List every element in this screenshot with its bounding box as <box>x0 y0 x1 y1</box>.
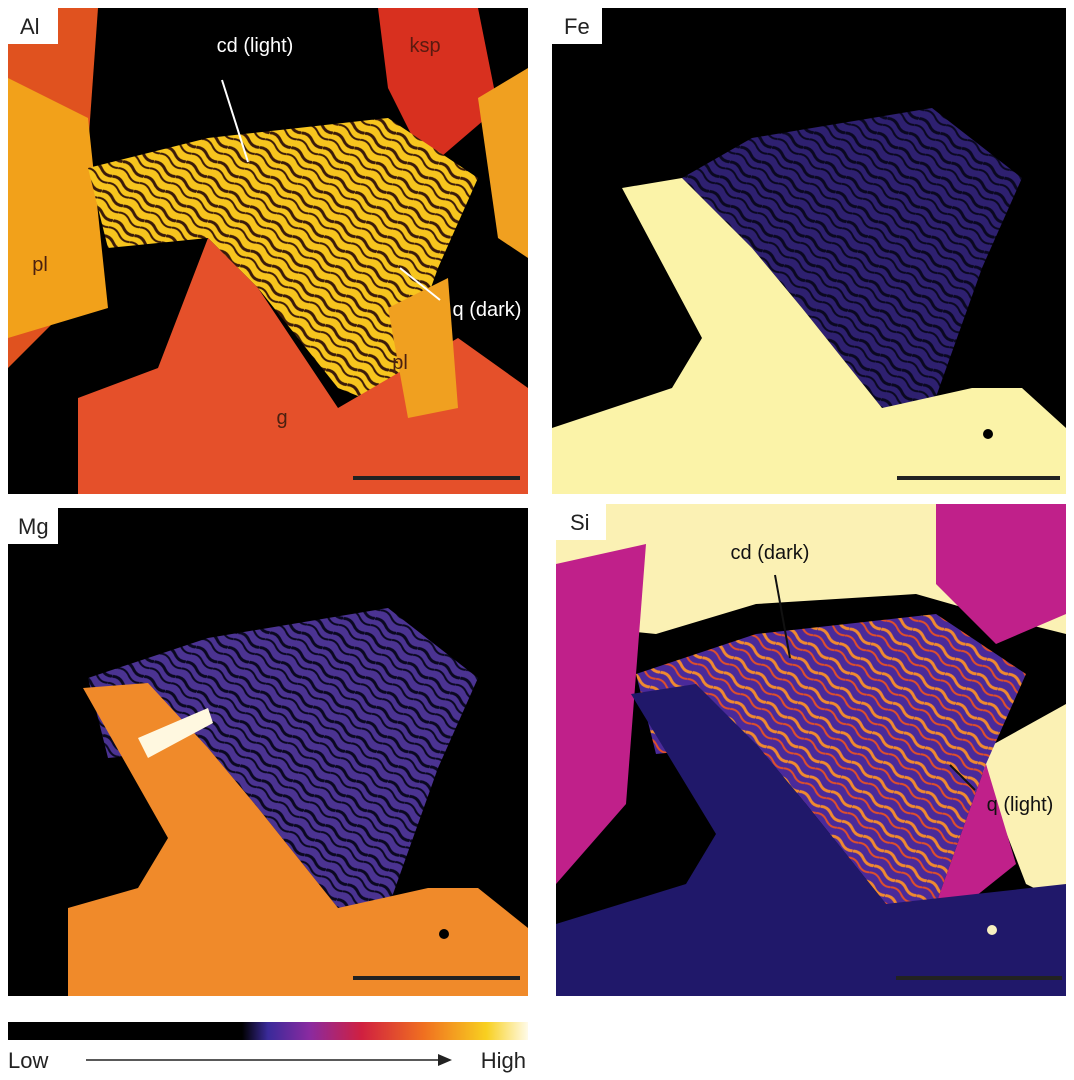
panel-al: Al cd (light) ksp pl q (dark) pl g <box>8 8 528 494</box>
panel-label: Fe <box>564 14 590 39</box>
label: pl <box>32 254 48 276</box>
region <box>439 929 449 939</box>
colorbar: Low High <box>8 1022 528 1073</box>
panel-fe: Fe <box>552 8 1066 494</box>
label: g <box>276 407 287 429</box>
region <box>8 1022 528 1040</box>
page: Element maps html, body { margin: 0; pad… <box>0 0 1074 1075</box>
label: pl <box>392 352 408 374</box>
figure: Al cd (light) ksp pl q (dark) pl g Fe Mg… <box>0 0 1074 1075</box>
region <box>987 925 997 935</box>
region <box>983 429 993 439</box>
label: cd (light) <box>217 35 294 57</box>
region <box>438 1054 452 1066</box>
panel-label: Al <box>20 14 40 39</box>
panel-label: Mg <box>18 514 49 539</box>
label: q (light) <box>987 794 1054 816</box>
label: cd (dark) <box>731 542 810 564</box>
panel-mg: Mg <box>8 508 528 996</box>
panel-si: Si cd (dark) q (light) <box>556 504 1066 996</box>
label: Low <box>8 1048 48 1073</box>
label: ksp <box>409 35 440 57</box>
label: q (dark) <box>453 299 522 321</box>
panel-label: Si <box>570 510 590 535</box>
label: High <box>481 1048 526 1073</box>
body: Al cd (light) ksp pl q (dark) pl g Fe Mg… <box>0 0 1074 1075</box>
